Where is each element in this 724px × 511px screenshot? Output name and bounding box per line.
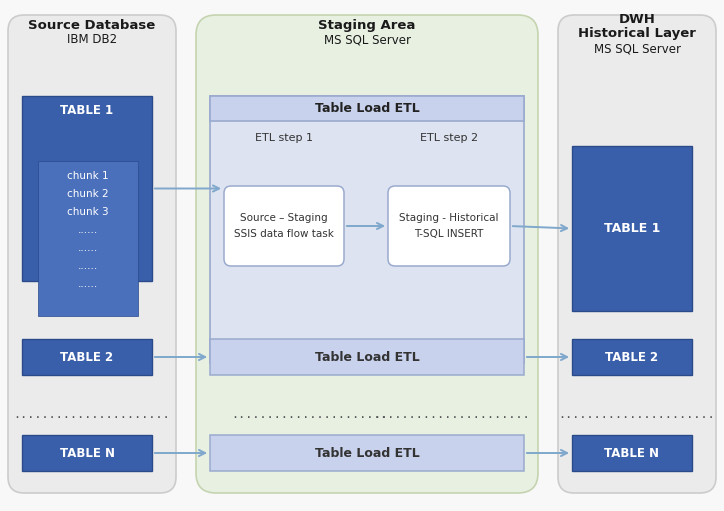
Text: Table Load ETL: Table Load ETL	[315, 102, 419, 115]
Text: ......: ......	[78, 243, 98, 253]
Text: TABLE 1: TABLE 1	[604, 222, 660, 235]
Bar	[210, 96, 524, 363]
FancyBboxPatch shape	[224, 186, 344, 266]
Text: MS SQL Server: MS SQL Server	[324, 33, 411, 46]
Text: Table Load ETL: Table Load ETL	[315, 447, 419, 459]
Text: Historical Layer: Historical Layer	[578, 27, 696, 40]
Bar	[22, 96, 152, 281]
Text: TABLE N: TABLE N	[605, 447, 660, 459]
Text: TABLE 2: TABLE 2	[60, 351, 114, 363]
FancyBboxPatch shape	[8, 15, 176, 493]
Text: Source Database: Source Database	[28, 19, 156, 32]
Text: TABLE 2: TABLE 2	[605, 351, 659, 363]
Bar	[572, 339, 692, 375]
Text: ......................: ......................	[559, 407, 715, 421]
Bar	[572, 146, 692, 311]
Bar	[22, 435, 152, 471]
Text: Staging Area: Staging Area	[319, 19, 416, 32]
FancyBboxPatch shape	[388, 186, 510, 266]
Text: ETL step 1: ETL step 1	[255, 133, 313, 143]
Text: ......: ......	[78, 261, 98, 271]
Text: DWH: DWH	[618, 13, 655, 26]
Text: ......................: ......................	[232, 407, 388, 421]
Text: ETL step 2: ETL step 2	[420, 133, 478, 143]
Bar	[210, 96, 524, 121]
Text: ......: ......	[78, 225, 98, 235]
Text: SSIS data flow task: SSIS data flow task	[234, 229, 334, 239]
Text: chunk 3: chunk 3	[67, 207, 109, 217]
Text: TABLE 1: TABLE 1	[60, 104, 114, 117]
Text: Source – Staging: Source – Staging	[240, 213, 328, 223]
Bar	[210, 339, 524, 375]
Text: chunk 1: chunk 1	[67, 171, 109, 181]
Text: ......: ......	[78, 279, 98, 289]
Text: MS SQL Server: MS SQL Server	[594, 42, 681, 55]
Text: T-SQL INSERT: T-SQL INSERT	[414, 229, 484, 239]
Text: ......................: ......................	[14, 407, 170, 421]
Bar	[38, 161, 138, 316]
Text: ......................: ......................	[374, 407, 531, 421]
Text: TABLE N: TABLE N	[59, 447, 114, 459]
FancyBboxPatch shape	[196, 15, 538, 493]
Text: Table Load ETL: Table Load ETL	[315, 351, 419, 363]
Bar	[210, 435, 524, 471]
Bar	[22, 339, 152, 375]
Text: Staging - Historical: Staging - Historical	[399, 213, 499, 223]
Text: chunk 2: chunk 2	[67, 189, 109, 199]
Bar	[572, 435, 692, 471]
FancyBboxPatch shape	[558, 15, 716, 493]
Text: IBM DB2: IBM DB2	[67, 33, 117, 46]
